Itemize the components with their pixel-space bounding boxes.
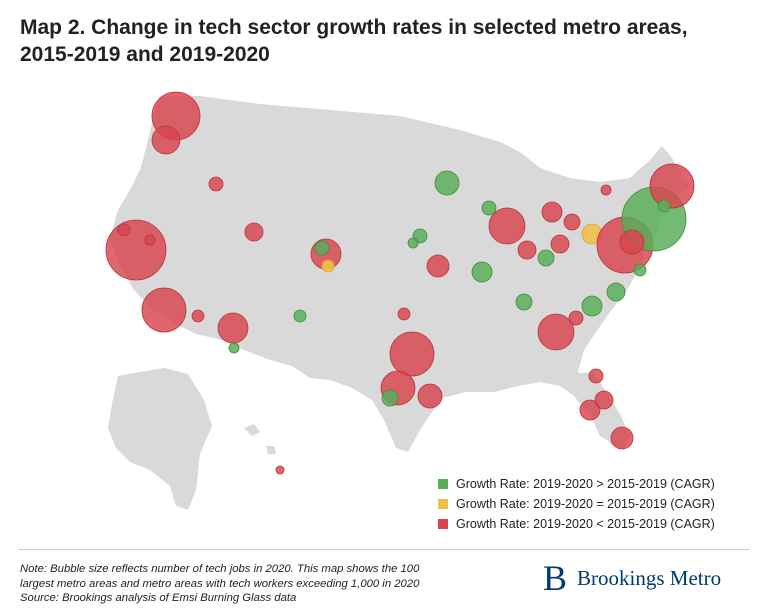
brookings-metro-logo: B Brookings Metro <box>543 560 721 596</box>
hawaii-shape <box>244 424 276 454</box>
map-title: Map 2. Change in tech sector growth rate… <box>20 14 750 68</box>
bubble-boise <box>208 176 224 192</box>
bubble-los-angeles <box>105 219 167 281</box>
bubble-houston <box>417 383 443 409</box>
bubble-hartford <box>657 199 671 213</box>
bubble-raleigh <box>581 295 603 317</box>
footer-divider <box>18 549 750 550</box>
legend-swatch-green <box>438 479 448 489</box>
bubble-st-louis <box>471 261 493 283</box>
legend-swatch-red <box>438 519 448 529</box>
title-line-2: 2015-2019 and 2019-2020 <box>20 43 270 66</box>
bubble-baltimore <box>633 263 647 277</box>
bubble-miami <box>610 426 634 450</box>
legend-item-yellow: Growth Rate: 2019-2020 = 2015-2019 (CAGR… <box>438 495 715 513</box>
alaska-shape <box>108 368 212 510</box>
bubble-tucson <box>228 342 240 354</box>
bubble-cleveland <box>563 213 581 231</box>
bubble-portland <box>151 125 181 155</box>
bubble-indianapolis <box>517 240 537 260</box>
us-metro-bubble-map <box>105 91 695 510</box>
bubble-las-vegas <box>191 309 205 323</box>
legend: Growth Rate: 2019-2020 > 2015-2019 (CAGR… <box>438 475 715 535</box>
bubble-san-diego <box>141 287 187 333</box>
title-line-1: Map 2. Change in tech sector growth rate… <box>20 16 688 39</box>
brand-name: Brookings Metro <box>577 565 722 590</box>
legend-label-red: Growth Rate: 2019-2020 < 2015-2019 (CAGR… <box>456 517 715 531</box>
note-line-1: Note: Bubble size reflects number of tec… <box>20 563 420 575</box>
bubble-atlanta <box>537 313 575 351</box>
bubble-detroit <box>541 201 563 223</box>
bubble-colorado-springs <box>321 259 335 273</box>
bubble-buffalo <box>600 184 612 196</box>
bubble-cincinnati <box>537 249 555 267</box>
bubble-oklahoma-city <box>397 307 411 321</box>
note-line-3: Source: Brookings analysis of Emsi Burni… <box>20 592 297 604</box>
legend-item-green: Growth Rate: 2019-2020 > 2015-2019 (CAGR… <box>438 475 715 493</box>
legend-label-yellow: Growth Rate: 2019-2020 = 2015-2019 (CAGR… <box>456 497 715 511</box>
bubble-jacksonville <box>588 368 604 384</box>
bubble-minneapolis <box>434 170 460 196</box>
bubble-honolulu <box>275 465 285 475</box>
bubble-boston <box>649 163 695 209</box>
bubble-kansas-city <box>426 254 450 278</box>
bubble-nashville <box>515 293 533 311</box>
bubble-albuquerque <box>293 309 307 323</box>
bubble-san-jose <box>117 223 131 237</box>
bubble-sacramento <box>144 234 156 246</box>
us-mainland-shape <box>110 96 690 452</box>
bubble-chicago <box>488 207 526 245</box>
bubble-boulder <box>314 240 330 256</box>
bubble-san-antonio <box>381 389 399 407</box>
legend-item-red: Growth Rate: 2019-2020 < 2015-2019 (CAGR… <box>438 515 715 533</box>
footer-note: Note: Bubble size reflects number of tec… <box>20 562 490 606</box>
bubble-omaha <box>407 237 419 249</box>
bubble-salt-lake-city <box>244 222 264 242</box>
bubble-philadelphia <box>619 229 645 255</box>
bubble-columbus <box>550 234 570 254</box>
bubble-dallas <box>389 331 435 377</box>
bubble-tampa <box>579 399 601 421</box>
bubble-orlando <box>594 390 614 410</box>
metro-bubbles-layer <box>105 91 695 475</box>
brand-mark: B <box>543 558 568 598</box>
bubble-phoenix <box>217 312 249 344</box>
note-line-2: largest metro areas and metro areas with… <box>20 577 420 590</box>
bubble-milwaukee <box>481 200 497 216</box>
legend-label-green: Growth Rate: 2019-2020 > 2015-2019 (CAGR… <box>456 477 715 491</box>
bubble-charlotte <box>568 310 584 326</box>
bubble-richmond <box>606 282 626 302</box>
legend-swatch-yellow <box>438 499 448 509</box>
